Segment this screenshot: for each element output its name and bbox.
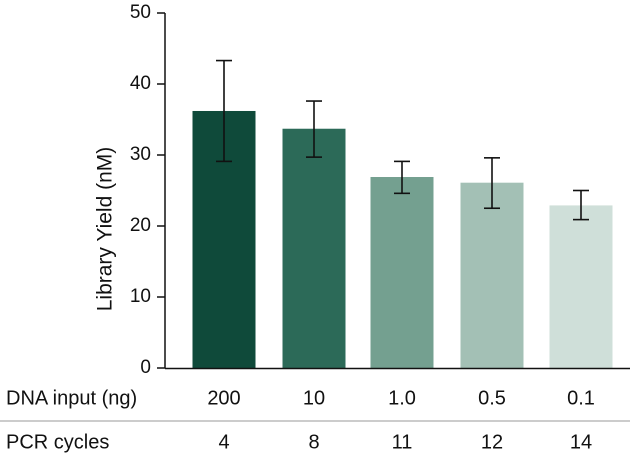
table-cell: 200: [207, 387, 240, 409]
table-cell: 1.0: [388, 387, 416, 409]
table-cell: 12: [481, 431, 503, 453]
table-cell: 0.1: [567, 387, 595, 409]
y-axis-title: Library Yield (nM): [94, 147, 117, 312]
table-cell: 10: [303, 387, 325, 409]
table-row-label: DNA input (ng): [6, 387, 137, 409]
error-bars: [216, 59, 589, 221]
bar: [282, 128, 346, 368]
bar: [460, 182, 524, 368]
error-bar: [573, 189, 589, 221]
error-bar: [484, 157, 500, 210]
data-table: DNA input (ng) 200 10 1.0 0.5 0.1 PCR cycles 4 8…: [0, 387, 630, 453]
bar: [370, 177, 434, 368]
y-axis: 0 10 20 30 40 50: [130, 2, 166, 378]
table-cell: 8: [308, 431, 319, 453]
y-tick-label: 30: [130, 144, 151, 165]
error-bar: [394, 160, 410, 195]
y-tick-label: 10: [130, 286, 151, 307]
table-cell: 4: [218, 431, 229, 453]
bars: [165, 110, 630, 370]
y-tick-label: 0: [140, 357, 151, 378]
table-cell: 11: [392, 431, 413, 453]
table-cell: 0.5: [478, 387, 506, 409]
error-bar: [216, 59, 232, 163]
bar: [549, 205, 613, 368]
y-tick-label: 50: [130, 2, 151, 23]
error-bar: [306, 100, 322, 158]
y-tick-label: 20: [130, 215, 151, 236]
y-tick-label: 40: [130, 73, 151, 94]
table-row-label: PCR cycles: [6, 431, 109, 453]
table-cell: 14: [570, 431, 592, 453]
